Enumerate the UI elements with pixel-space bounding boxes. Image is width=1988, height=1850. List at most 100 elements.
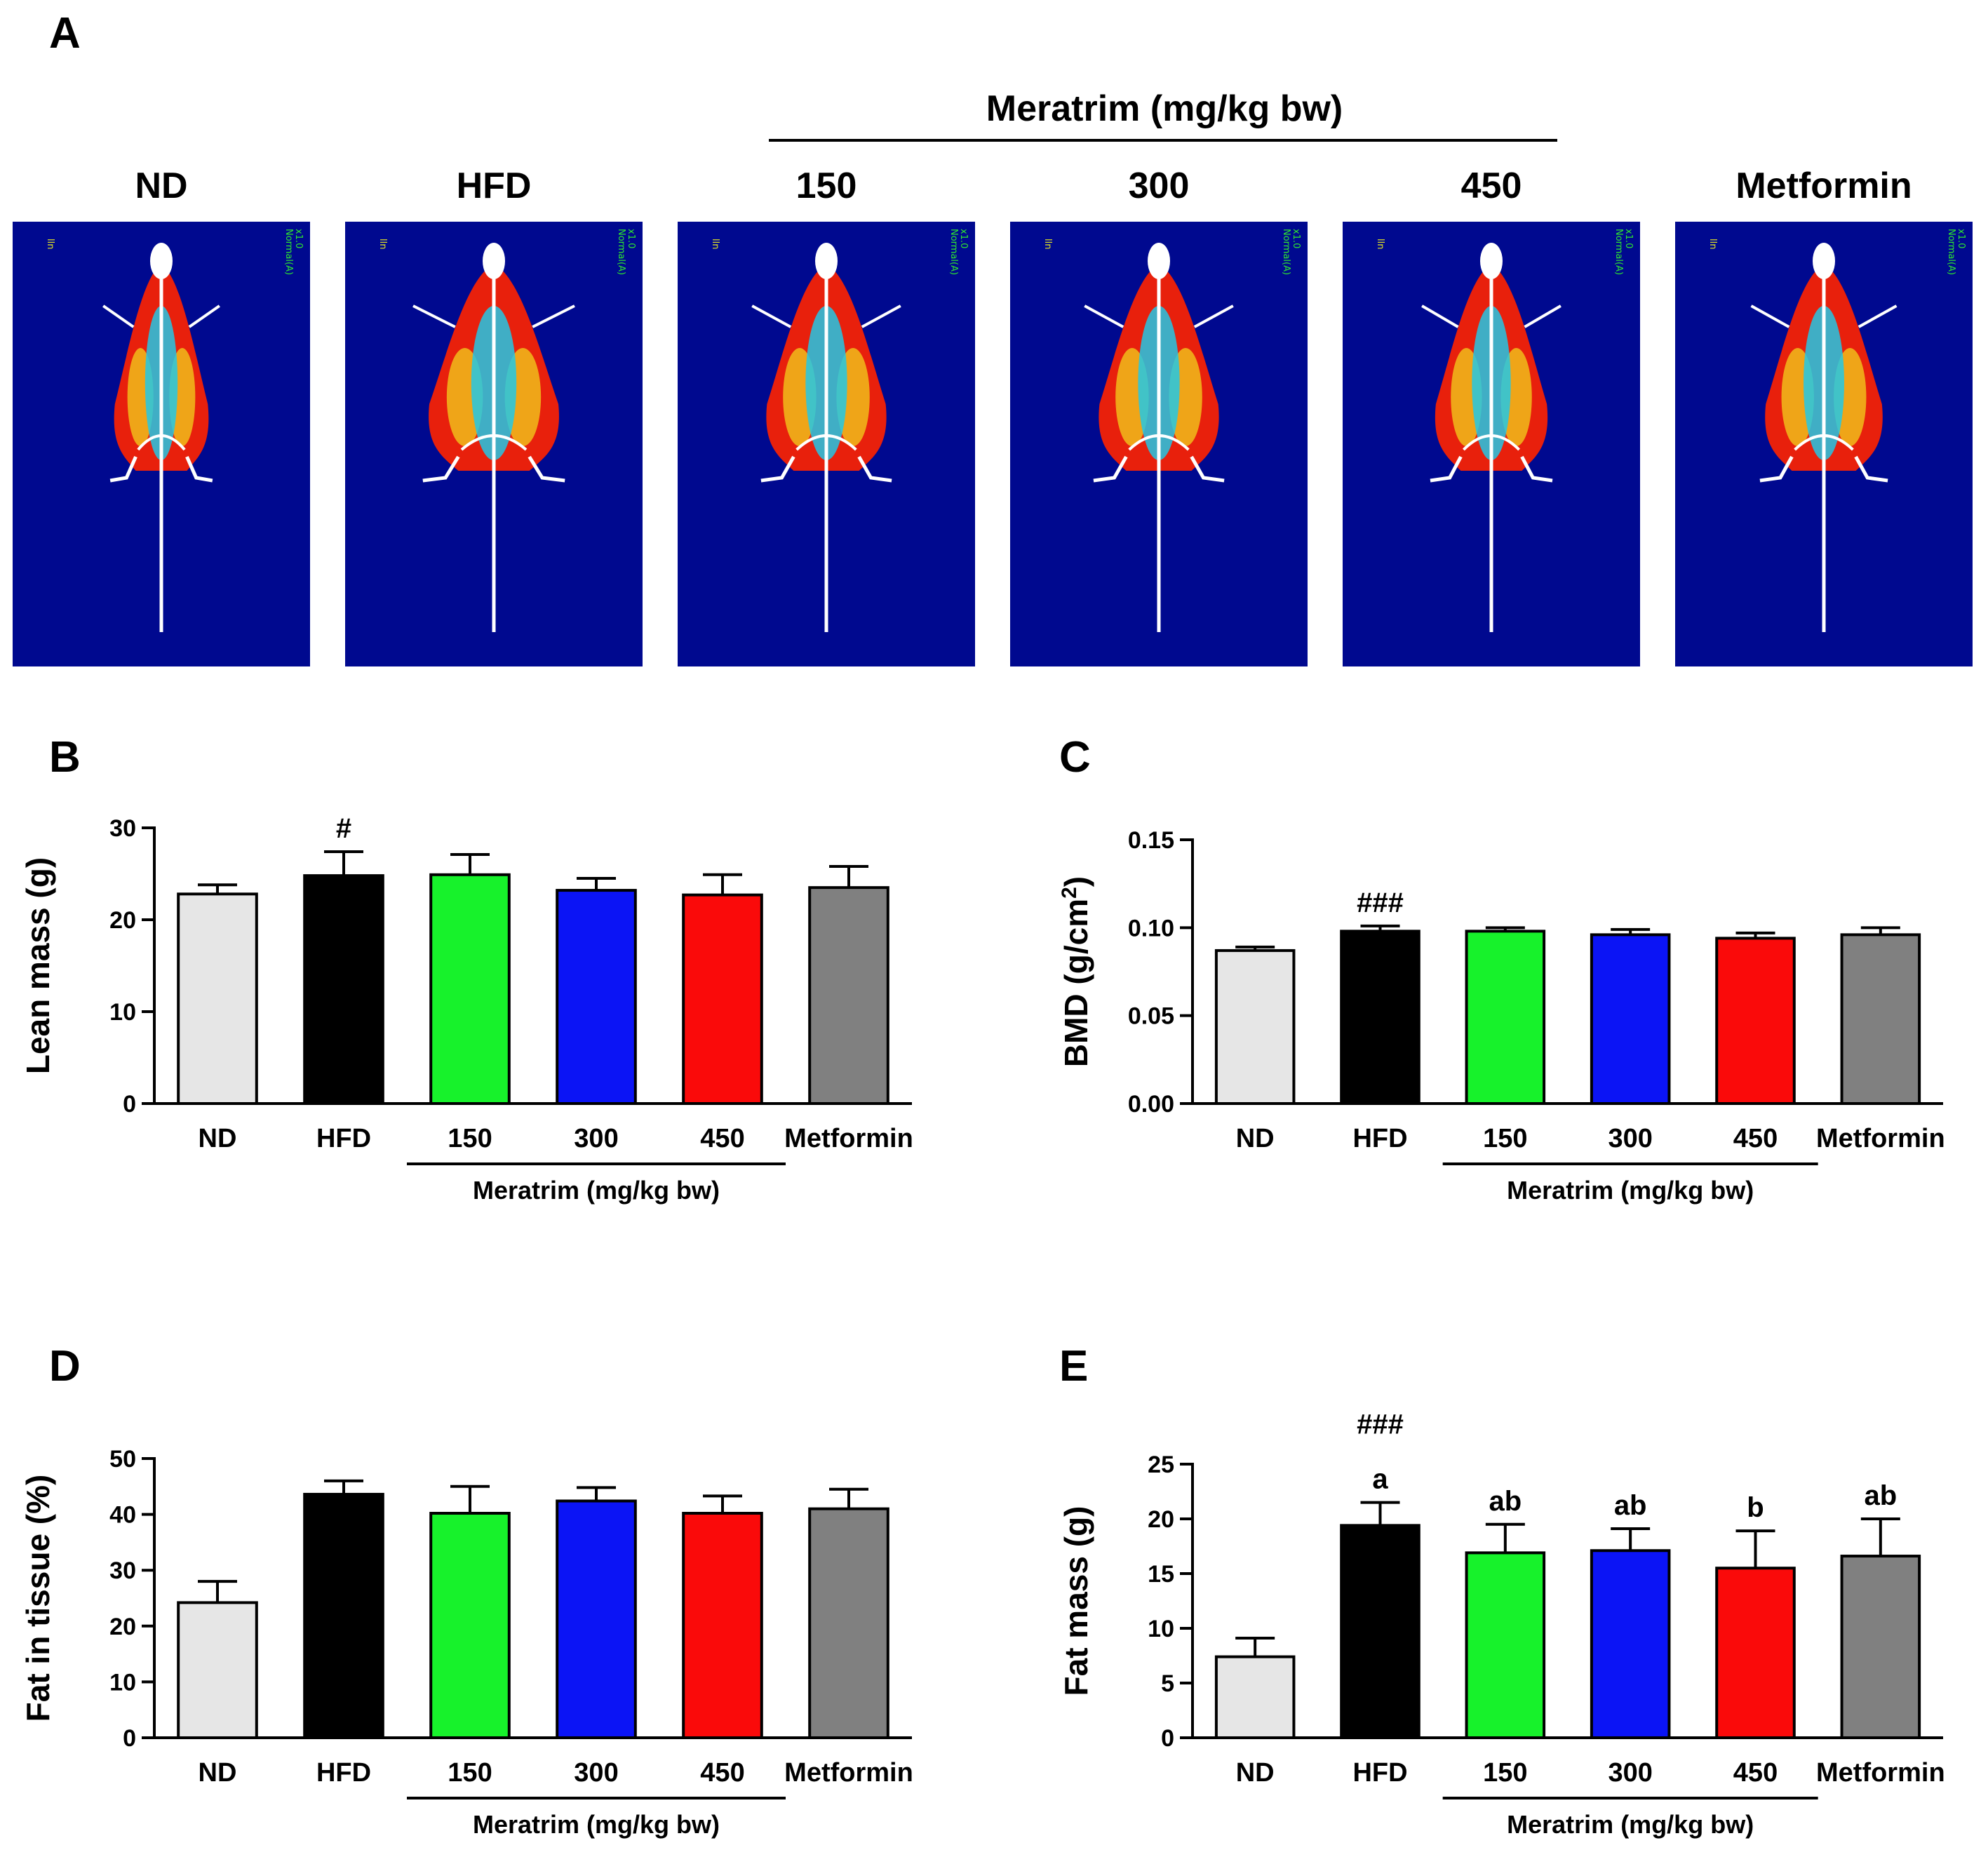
group-bracket-label: Meratrim (mg/kg bw) (473, 1176, 720, 1205)
category-label: 450 (1733, 1124, 1778, 1153)
scan-hindlimb-left (109, 455, 137, 483)
scan-hindlimb-left (1093, 455, 1128, 483)
scan-label-right-bottom: x1.0 (1623, 229, 1634, 248)
category-label: 300 (574, 1758, 618, 1788)
scan-label-right-bottom: x1.0 (293, 229, 304, 248)
scan-label-right-top: Normal(A) (1613, 229, 1624, 275)
scan-label-left: lln (45, 239, 55, 249)
category-label: Metformin (1816, 1758, 1945, 1788)
panel-b: B 0 10 20 30 Lean mass (g) ND # HFD 150 300 450 Met… (20, 733, 913, 1205)
group-bracket-label: Meratrim (mg/kg bw) (473, 1810, 720, 1839)
scan-hindlimb-right (857, 455, 892, 483)
scan-forelimb-left (751, 304, 792, 328)
panel-letter-d: D (49, 1342, 81, 1390)
category-label: Metformin (784, 1124, 913, 1153)
scan-column-label: 300 (1129, 166, 1190, 206)
scan-hindlimb-right (528, 455, 565, 483)
bar-nd (177, 1601, 258, 1739)
bar-metformin (1840, 1555, 1921, 1740)
y-axis-label: Lean mass (g) (20, 857, 56, 1074)
scan-panel-metformin: Metformin lln Normal(A) x1.0 (1675, 166, 1973, 666)
scan-label-left: lln (1375, 239, 1385, 249)
scan-pelvis (1794, 434, 1854, 451)
scan-column-label: ND (135, 166, 187, 206)
bar-metformin (808, 1507, 889, 1739)
y-tick-label: 0 (1161, 1725, 1174, 1752)
y-tick-label: 25 (1148, 1452, 1174, 1478)
scan-forelimb-left (1421, 304, 1459, 328)
scan-column-label: HFD (457, 166, 532, 206)
scan-skull (1480, 243, 1503, 279)
scan-label-right-top: Normal(A) (948, 229, 959, 275)
scan-skull (1148, 243, 1170, 279)
bar-hfd (1340, 1524, 1421, 1740)
scan-label-right-top: Normal(A) (283, 229, 294, 275)
scan-pelvis (460, 434, 528, 451)
significance-label: ab (1864, 1480, 1897, 1511)
panel-letter-e: E (1059, 1342, 1088, 1390)
y-axis-label: BMD (g/cm2) (1058, 876, 1095, 1067)
bar-450 (682, 893, 763, 1105)
bar-450 (1715, 1567, 1796, 1739)
y-tick-label: 0 (123, 1091, 136, 1118)
panel-letter-b: B (49, 733, 81, 782)
category-label: 300 (1608, 1758, 1652, 1788)
scan-forelimb-right (532, 304, 575, 328)
panel-a-group-label: Meratrim (mg/kg bw) (986, 88, 1343, 129)
significance-label: ab (1614, 1490, 1647, 1521)
scan-label-left: lln (1042, 239, 1053, 249)
y-tick-label: 30 (109, 1557, 136, 1584)
significance-label: ab (1489, 1486, 1522, 1517)
scan-label-left: lln (1707, 239, 1718, 249)
y-tick-label: 10 (1148, 1616, 1174, 1642)
scan-forelimb-left (102, 304, 135, 328)
y-axis-label: Fat mass (g) (1058, 1506, 1094, 1696)
significance-label: # (336, 813, 351, 844)
scan-forelimb-left (1750, 304, 1790, 328)
scan-hindlimb-left (1759, 455, 1794, 483)
category-label: 300 (1608, 1124, 1652, 1153)
scan-pelvis (137, 434, 186, 451)
scan-forelimb-right (861, 304, 901, 328)
scan-label-right-top: Normal(A) (1946, 229, 1956, 275)
scan-forelimb-left (1084, 304, 1124, 328)
scan-hindlimb-left (1430, 455, 1463, 483)
scan-panel-300: 300 lln Normal(A) x1.0 (1010, 166, 1308, 666)
bar-300 (556, 1499, 637, 1740)
scan-label-right-bottom: x1.0 (1291, 229, 1301, 248)
bar-150 (429, 1512, 511, 1740)
scan-hindlimb-right (1854, 455, 1888, 483)
scan-skull (815, 243, 838, 279)
category-label: 300 (574, 1124, 618, 1153)
bar-300 (1590, 1549, 1671, 1739)
scan-panel-nd: ND lln Normal(A) x1.0 (13, 166, 310, 666)
scan-label-right-bottom: x1.0 (626, 229, 636, 248)
y-tick-label: 0.10 (1128, 915, 1174, 941)
significance-label: b (1747, 1492, 1764, 1523)
category-label: Metformin (1816, 1124, 1945, 1153)
scan-skull (1813, 243, 1835, 279)
scan-hindlimb-left (422, 455, 460, 483)
category-label: HFD (1352, 1124, 1407, 1153)
bar-150 (1465, 930, 1546, 1106)
significance-label: ### (1357, 887, 1404, 918)
scan-panel-150: 150 lln Normal(A) x1.0 (678, 166, 975, 666)
scan-label-left: lln (377, 239, 388, 249)
bar-450 (1715, 937, 1796, 1105)
y-tick-label: 20 (109, 1614, 136, 1640)
y-tick-label: 10 (109, 999, 136, 1026)
panel-d: D 0 10 20 30 40 50 Fat in tissue (%) ND HFD 150 30… (20, 1342, 913, 1839)
significance-label: a (1372, 1464, 1388, 1495)
category-label: 450 (1733, 1758, 1778, 1788)
panel-c: C 0.00 0.05 0.10 0.15 BMD (g/cm2) ND ### HFD 150… (1058, 733, 1945, 1205)
significance-label-top: ### (1357, 1409, 1404, 1440)
category-label: HFD (1352, 1758, 1407, 1788)
panel-letter-a: A (49, 9, 81, 58)
scan-panel-450: 450 lln Normal(A) x1.0 (1343, 166, 1640, 666)
bar-150 (1465, 1551, 1546, 1740)
y-tick-label: 15 (1148, 1561, 1174, 1588)
scan-forelimb-right (1524, 304, 1561, 328)
bar-450 (682, 1512, 763, 1740)
scan-forelimb-right (1193, 304, 1234, 328)
